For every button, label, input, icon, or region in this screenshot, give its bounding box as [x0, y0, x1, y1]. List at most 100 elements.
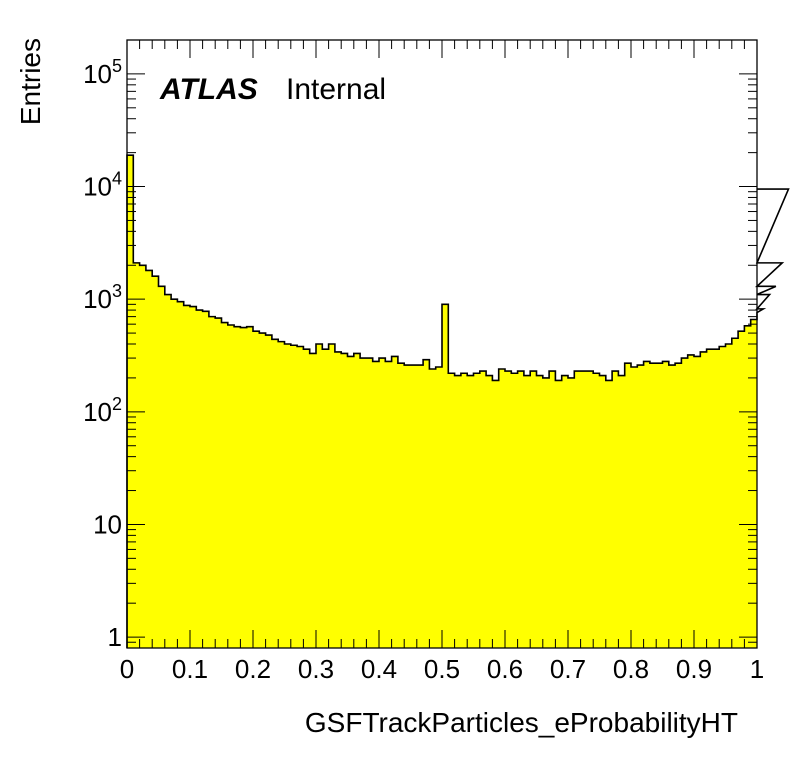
- histogram-bin: [637, 365, 644, 648]
- x-axis-title: GSFTrackParticles_eProbabilityHT: [305, 707, 738, 738]
- histogram-bin: [593, 373, 600, 648]
- histogram-bin: [624, 363, 632, 648]
- histogram-bin: [127, 155, 134, 649]
- internal-label: Internal: [286, 73, 386, 106]
- histogram-bin: [429, 368, 437, 648]
- histogram-bin: [700, 351, 707, 648]
- histogram-bin: [164, 294, 172, 648]
- histogram-bin: [656, 363, 663, 648]
- histogram-bin: [725, 344, 733, 648]
- x-tick-label: 0.7: [550, 654, 586, 684]
- histogram-bin: [416, 365, 424, 648]
- histogram-bin: [549, 371, 556, 648]
- histogram-bin: [473, 373, 481, 648]
- histogram-bin: [423, 359, 430, 648]
- histogram-bin: [605, 380, 613, 648]
- histogram-bin: [706, 349, 714, 648]
- y-axis-title: Entries: [15, 38, 46, 125]
- histogram-bin: [719, 346, 726, 648]
- histogram-bin: [265, 335, 273, 648]
- histogram-bin: [523, 375, 531, 648]
- histogram-bin: [750, 319, 758, 648]
- histogram-bin: [574, 371, 581, 648]
- histogram-bin: [366, 358, 374, 648]
- histogram-bin: [738, 331, 745, 648]
- histogram-bin: [542, 377, 550, 648]
- y-tick-label: 103: [83, 281, 122, 314]
- histogram-bin: [297, 346, 304, 648]
- histogram-bin: [246, 326, 254, 648]
- histogram-bin: [171, 299, 178, 648]
- histogram-bin: [662, 361, 670, 648]
- histogram-bin: [391, 356, 399, 648]
- x-tick-label: 0.3: [298, 654, 334, 684]
- histogram-bin: [612, 371, 619, 648]
- x-tick-label: 0.4: [361, 654, 397, 684]
- y-tick-label: 1: [108, 622, 122, 652]
- histogram-bin: [731, 338, 739, 648]
- histogram-bin: [517, 371, 525, 648]
- histogram-bin: [360, 358, 367, 648]
- histogram-bin: [208, 316, 216, 648]
- x-axis-tick-labels: 0 0.1 0.2 0.3 0.4 0.5 0.6 0.7 0.8 0.9 1: [120, 654, 764, 684]
- histogram-bin: [694, 356, 701, 648]
- histogram-bin: [479, 371, 487, 648]
- histogram-bin: [712, 349, 720, 648]
- histogram-bin: [183, 305, 191, 648]
- histogram-bin: [253, 331, 260, 648]
- histogram-bin: [234, 326, 241, 648]
- histogram-bin: [227, 324, 235, 648]
- histogram-outline: [126, 154, 790, 648]
- histogram-bin: [687, 354, 695, 648]
- histogram-bin: [177, 301, 185, 648]
- histogram-bin: [202, 311, 210, 648]
- histogram-bin: [353, 353, 361, 648]
- histogram-bin: [334, 351, 342, 648]
- histogram-bin: [322, 349, 329, 648]
- x-tick-label: 0.1: [172, 654, 208, 684]
- histogram-bin: [649, 363, 657, 648]
- x-tick-label: 0.2: [235, 654, 271, 684]
- histogram-bin: [460, 373, 468, 648]
- y-tick-label: 104: [83, 169, 122, 202]
- histogram-bin: [442, 304, 449, 648]
- histogram-bin: [328, 344, 336, 648]
- histogram-bin: [561, 375, 569, 648]
- histogram-bin: [221, 322, 229, 648]
- histogram-bin: [309, 353, 317, 648]
- histogram-bin: [536, 375, 544, 648]
- plot-area: [126, 39, 790, 649]
- x-tick-label: 0.6: [487, 654, 523, 684]
- x-tick-label: 0.9: [676, 654, 712, 684]
- histogram-bin: [133, 262, 140, 648]
- histogram-bin: [511, 373, 518, 648]
- histogram-bin: [599, 375, 607, 648]
- histogram-bin: [385, 361, 392, 648]
- histogram-bin: [379, 358, 386, 648]
- x-tick-label: 0.8: [613, 654, 649, 684]
- histogram-bin: [643, 361, 651, 648]
- histogram-bin: [498, 368, 506, 648]
- histogram-bin: [397, 363, 405, 648]
- y-tick-label: 105: [83, 56, 122, 89]
- histogram-bin: [486, 375, 493, 648]
- histogram-bin: [530, 371, 537, 648]
- histogram-bin: [744, 325, 752, 648]
- histogram-bin: [505, 371, 512, 648]
- histogram-bin: [454, 375, 462, 648]
- histogram-bin: [631, 366, 638, 648]
- histogram-bin: [347, 356, 355, 648]
- histogram-bin: [467, 375, 474, 648]
- histogram-bin: [139, 265, 147, 648]
- histogram-bin: [290, 345, 298, 648]
- histogram-bin: [618, 375, 626, 648]
- histogram-bin: [586, 371, 594, 648]
- histogram-bin: [145, 270, 153, 648]
- histogram-bin: [435, 366, 443, 648]
- histogram-bin: [215, 318, 222, 648]
- histogram-bin: [196, 310, 203, 648]
- histogram-bin: [448, 373, 455, 648]
- histogram-bin: [284, 344, 292, 648]
- histogram-bin: [675, 363, 682, 648]
- atlas-label: ATLAS: [159, 73, 258, 106]
